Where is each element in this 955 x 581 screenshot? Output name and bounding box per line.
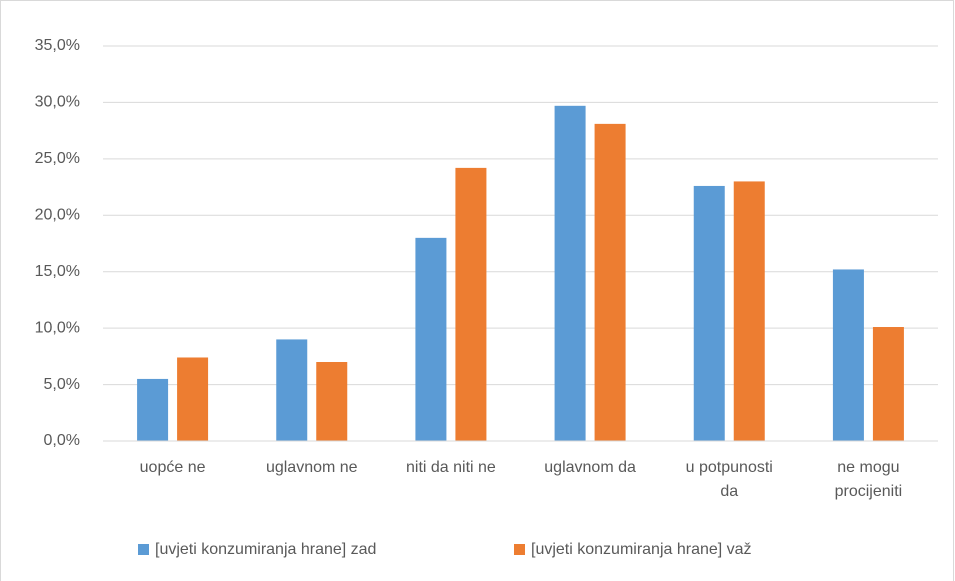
legend-swatch bbox=[138, 544, 149, 555]
bar bbox=[832, 269, 864, 441]
bar bbox=[872, 327, 904, 441]
x-tick-label: uglavnom da bbox=[544, 459, 636, 476]
bar bbox=[276, 339, 308, 441]
bar bbox=[594, 123, 626, 441]
bar bbox=[177, 357, 209, 441]
bar bbox=[455, 167, 487, 441]
y-tick-label: 10,0% bbox=[35, 319, 80, 336]
x-tick-label: niti da niti ne bbox=[405, 459, 496, 476]
bar bbox=[316, 362, 348, 441]
x-tick-label: u potpunosti da bbox=[685, 459, 773, 500]
y-tick-label: 15,0% bbox=[35, 263, 80, 280]
x-tick-label: uopće ne bbox=[139, 459, 206, 476]
y-tick-label: 5,0% bbox=[44, 376, 80, 393]
y-tick-label: 25,0% bbox=[35, 150, 80, 167]
bar bbox=[137, 378, 169, 441]
y-tick-label: 35,0% bbox=[35, 37, 80, 54]
y-tick-label: 0,0% bbox=[44, 432, 80, 449]
legend-label: [uvjeti konzumiranja hrane] važ bbox=[531, 541, 752, 558]
legend-label: [uvjeti konzumiranja hrane] zad bbox=[155, 541, 376, 558]
y-tick-label: 30,0% bbox=[35, 94, 80, 111]
legend-swatch bbox=[514, 544, 525, 555]
bar bbox=[415, 237, 447, 441]
bar bbox=[733, 181, 765, 441]
bar bbox=[554, 105, 586, 442]
bar bbox=[693, 185, 725, 441]
y-tick-label: 20,0% bbox=[35, 207, 80, 224]
x-tick-label: ne mogu procijeniti bbox=[834, 459, 903, 500]
x-tick-label: uglavnom ne bbox=[265, 459, 358, 476]
